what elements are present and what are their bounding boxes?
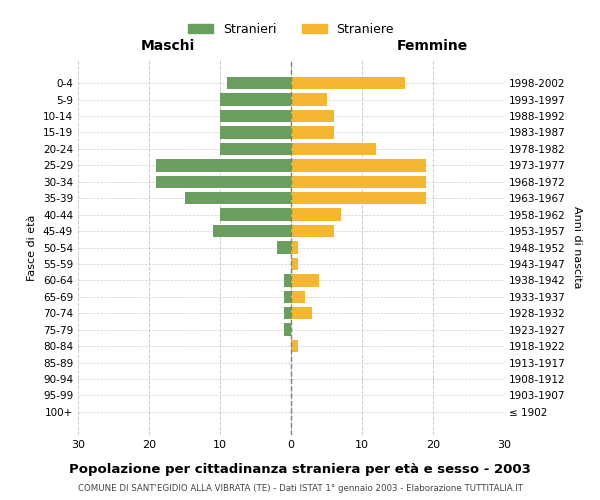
Bar [291, 258, 298, 270]
Bar [220, 208, 291, 221]
Bar [291, 208, 341, 221]
Bar [185, 192, 291, 204]
Text: COMUNE DI SANT'EGIDIO ALLA VIBRATA (TE) - Dati ISTAT 1° gennaio 2003 - Elaborazi: COMUNE DI SANT'EGIDIO ALLA VIBRATA (TE) … [77, 484, 523, 493]
Bar [291, 176, 426, 188]
Bar [220, 94, 291, 106]
Bar [291, 307, 313, 320]
Bar [284, 307, 291, 320]
Bar [284, 274, 291, 286]
Text: Popolazione per cittadinanza straniera per età e sesso - 2003: Popolazione per cittadinanza straniera p… [69, 462, 531, 475]
Bar [156, 159, 291, 172]
Bar [284, 290, 291, 303]
Bar [220, 110, 291, 122]
Bar [227, 77, 291, 90]
Bar [291, 159, 426, 172]
Bar [220, 143, 291, 155]
Bar [277, 242, 291, 254]
Bar [213, 225, 291, 237]
Bar [291, 77, 404, 90]
Bar [291, 225, 334, 237]
Y-axis label: Fasce di età: Fasce di età [28, 214, 37, 280]
Bar [291, 94, 326, 106]
Bar [220, 126, 291, 138]
Bar [156, 176, 291, 188]
Y-axis label: Anni di nascita: Anni di nascita [572, 206, 582, 289]
Bar [291, 126, 334, 138]
Bar [291, 274, 319, 286]
Bar [291, 242, 298, 254]
Bar [284, 324, 291, 336]
Bar [291, 340, 298, 352]
Legend: Stranieri, Straniere: Stranieri, Straniere [183, 18, 399, 40]
Bar [291, 110, 334, 122]
Bar [291, 290, 305, 303]
Text: Maschi: Maschi [141, 38, 195, 52]
Text: Femmine: Femmine [397, 38, 467, 52]
Bar [291, 143, 376, 155]
Bar [291, 192, 426, 204]
